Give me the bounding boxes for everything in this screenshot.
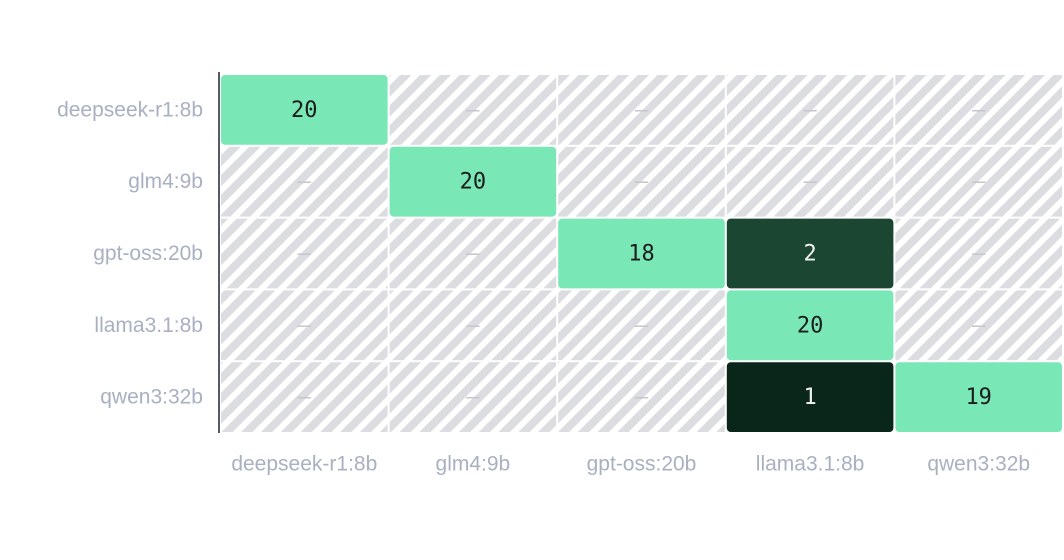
heatmap-cell	[895, 146, 1062, 217]
cell-value-label: 1	[803, 385, 816, 410]
heatmap-cell	[558, 290, 725, 361]
cell-value-label: 19	[965, 385, 992, 410]
empty-cell-mark: –	[635, 170, 649, 195]
heatmap-cell	[558, 146, 725, 217]
empty-cell-mark: –	[635, 385, 649, 410]
heatmap-cell	[221, 362, 388, 432]
heatmap-cell	[558, 75, 725, 145]
y-tick-label: llama3.1:8b	[94, 314, 203, 337]
empty-cell-mark: –	[972, 98, 986, 123]
heatmap-cell	[895, 75, 1062, 145]
empty-cell-mark: –	[635, 98, 649, 123]
empty-cell-mark: –	[803, 98, 817, 123]
empty-cell-mark: –	[466, 385, 480, 410]
empty-cell-mark: –	[972, 242, 986, 267]
heatmap-cell	[558, 218, 725, 289]
cell-value-label: 20	[291, 98, 318, 123]
heatmap-cells: 20 – – – – – 20 – – – – – 18 2 – – – – 20 – – – – 1 19	[221, 75, 1062, 432]
cell-value-label: 18	[628, 242, 655, 267]
heatmap-cell	[726, 290, 894, 361]
heatmap-cell	[726, 146, 894, 217]
heatmap-cell	[726, 362, 894, 432]
x-tick-label: glm4:9b	[436, 453, 511, 476]
y-tick-label: deepseek-r1:8b	[57, 98, 203, 121]
empty-cell-mark: –	[466, 98, 480, 123]
heatmap-cell	[895, 218, 1062, 289]
y-tick-label: glm4:9b	[128, 170, 203, 193]
empty-cell-mark: –	[298, 385, 312, 410]
cell-value-label: 20	[460, 170, 487, 195]
heatmap-cell	[389, 146, 557, 217]
cell-value-label: 2	[803, 242, 816, 267]
heatmap-cell	[389, 290, 557, 361]
x-tick-label: llama3.1:8b	[756, 453, 865, 476]
empty-cell-mark: –	[298, 313, 312, 338]
heatmap-cell	[389, 75, 557, 145]
empty-cell-mark: –	[803, 170, 817, 195]
empty-cell-mark: –	[298, 242, 312, 267]
heatmap-cell	[895, 362, 1062, 432]
cell-value-label: 20	[797, 313, 824, 338]
heatmap-cell	[221, 290, 388, 361]
empty-cell-mark: –	[298, 170, 312, 195]
heatmap-cell	[221, 146, 388, 217]
empty-cell-mark: –	[466, 242, 480, 267]
y-tick-label: qwen3:32b	[100, 386, 203, 409]
heatmap-cell	[726, 75, 894, 145]
heatmap-cell	[389, 218, 557, 289]
heatmap-cell	[726, 218, 894, 289]
x-tick-label: gpt-oss:20b	[587, 453, 697, 476]
empty-cell-mark: –	[466, 313, 480, 338]
y-axis-tick-labels: deepseek-r1:8b glm4:9b gpt-oss:20b llama3.1…	[57, 98, 203, 408]
empty-cell-mark: –	[972, 170, 986, 195]
heatmap-cell	[221, 218, 388, 289]
x-tick-label: deepseek-r1:8b	[231, 453, 377, 476]
empty-cell-mark: –	[972, 313, 986, 338]
heatmap-cell	[221, 75, 388, 145]
heatmap-cell	[389, 362, 557, 432]
x-tick-label: qwen3:32b	[927, 453, 1030, 476]
heatmap-cell	[895, 290, 1062, 361]
empty-cell-mark: –	[635, 313, 649, 338]
y-tick-label: gpt-oss:20b	[93, 242, 203, 265]
x-axis-tick-labels: deepseek-r1:8b glm4:9b gpt-oss:20b llama3.1…	[231, 453, 1030, 476]
heatmap-cell	[558, 362, 725, 432]
